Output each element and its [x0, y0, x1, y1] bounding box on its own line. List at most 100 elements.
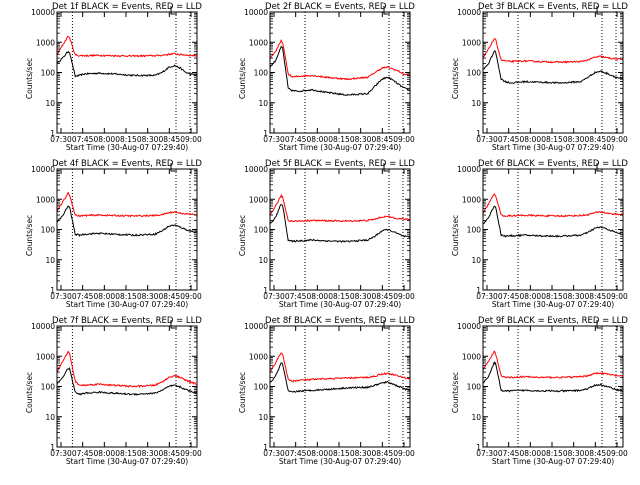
y-tick-label: 1000 — [249, 195, 268, 204]
x-tick-label: 07:45 — [285, 292, 307, 301]
panel-title: Det 6f BLACK = Events, RED = LLD — [478, 159, 628, 169]
y-tick-label: 100 — [254, 226, 269, 235]
panel-4: Det 4f BLACK = Events, RED = LLD 1 10 100 10… — [25, 159, 202, 309]
y-axis-label: Counts/sec — [451, 58, 460, 99]
x-tick-label: 08:00 — [520, 449, 542, 458]
panel-2: Det 2f BLACK = Events, RED = LLD 1 10 100 10… — [238, 2, 415, 152]
series-events-line — [56, 205, 198, 237]
y-tick-label: 10 — [471, 413, 481, 422]
series-lld-line — [269, 193, 411, 223]
y-tick-label: 1000 — [462, 352, 481, 361]
corner-mark — [383, 163, 390, 172]
y-tick-label: 10 — [471, 99, 481, 108]
x-tick-label: 07:45 — [72, 449, 94, 458]
series-lld-line — [269, 352, 411, 383]
y-tick-label: 100 — [467, 226, 482, 235]
panel-title: Det 5f BLACK = Events, RED = LLD — [265, 159, 415, 169]
series-lld-line — [482, 193, 624, 218]
x-axis-label: Start Time (30-Aug-07 07:29:40) — [279, 457, 401, 466]
x-tick-label: 07:30 — [476, 135, 498, 144]
y-tick-label: 1 — [476, 286, 481, 295]
x-tick-label: 08:00 — [307, 135, 329, 144]
y-axis-label: Counts/sec — [25, 372, 34, 413]
series-events-line — [56, 367, 198, 396]
x-tick-label: 08:45 — [159, 449, 181, 458]
x-tick-label: 08:15 — [115, 135, 137, 144]
y-tick-label: 1000 — [36, 195, 55, 204]
y-axis-label: Counts/sec — [451, 215, 460, 256]
y-tick-label: 1000 — [249, 352, 268, 361]
y-tick-label: 1 — [263, 286, 268, 295]
panel-7: Det 7f BLACK = Events, RED = LLD 1 10 100 10… — [25, 316, 202, 466]
y-axis-label: Counts/sec — [238, 58, 247, 99]
x-tick-label: 08:15 — [328, 292, 350, 301]
x-tick-label: 09:00 — [180, 135, 202, 144]
x-tick-label: 07:30 — [50, 292, 72, 301]
y-tick-label: 100 — [467, 383, 482, 392]
y-axis-label: Counts/sec — [25, 215, 34, 256]
y-tick-label: 10000 — [457, 8, 481, 17]
panel-6: Det 6f BLACK = Events, RED = LLD 1 10 100 10… — [451, 159, 628, 309]
panel-title: Det 1f BLACK = Events, RED = LLD — [52, 2, 202, 12]
panel-title: Det 7f BLACK = Events, RED = LLD — [52, 316, 202, 326]
x-tick-label: 08:30 — [137, 135, 159, 144]
x-axis-label: Start Time (30-Aug-07 07:29:40) — [66, 300, 188, 309]
y-axis-label: Counts/sec — [238, 372, 247, 413]
panel-title: Det 8f BLACK = Events, RED = LLD — [265, 316, 415, 326]
x-tick-label: 07:45 — [498, 292, 520, 301]
y-tick-label: 10000 — [457, 322, 481, 331]
x-tick-label: 08:45 — [159, 292, 181, 301]
y-axis-label: Counts/sec — [25, 58, 34, 99]
x-tick-label: 09:00 — [393, 449, 415, 458]
y-tick-label: 1 — [263, 443, 268, 452]
y-axis-label: Counts/sec — [451, 372, 460, 413]
x-tick-label: 07:45 — [498, 449, 520, 458]
panel-title: Det 3f BLACK = Events, RED = LLD — [478, 2, 628, 12]
x-tick-label: 07:30 — [263, 449, 285, 458]
y-tick-label: 1000 — [462, 195, 481, 204]
x-tick-label: 08:15 — [115, 292, 137, 301]
corner-mark — [383, 6, 390, 15]
x-tick-label: 07:30 — [50, 449, 72, 458]
y-tick-label: 10 — [45, 256, 55, 265]
y-tick-label: 1 — [50, 129, 55, 138]
y-tick-label: 1 — [476, 443, 481, 452]
x-axis-label: Start Time (30-Aug-07 07:29:40) — [492, 457, 614, 466]
x-tick-label: 08:00 — [94, 449, 116, 458]
x-tick-label: 07:30 — [263, 292, 285, 301]
series-events-line — [482, 50, 624, 85]
corner-mark — [170, 320, 177, 329]
x-tick-label: 08:30 — [137, 292, 159, 301]
series-lld-line — [482, 350, 624, 380]
x-tick-label: 08:45 — [585, 135, 607, 144]
x-tick-label: 08:15 — [115, 449, 137, 458]
panel-title: Det 4f BLACK = Events, RED = LLD — [52, 159, 202, 169]
x-tick-label: 09:00 — [393, 292, 415, 301]
x-tick-label: 08:45 — [372, 449, 394, 458]
series-events-line — [269, 45, 411, 97]
x-tick-label: 08:45 — [372, 292, 394, 301]
x-tick-label: 08:45 — [159, 135, 181, 144]
x-axis-label: Start Time (30-Aug-07 07:29:40) — [279, 143, 401, 152]
y-tick-label: 1 — [50, 443, 55, 452]
y-tick-label: 1 — [50, 286, 55, 295]
y-tick-label: 100 — [41, 69, 56, 78]
series-lld-line — [56, 191, 198, 218]
x-tick-label: 08:15 — [541, 449, 563, 458]
series-events-line — [269, 203, 411, 243]
x-tick-label: 08:15 — [541, 135, 563, 144]
panel-1: Det 1f BLACK = Events, RED = LLD 1 10 100 10… — [25, 2, 202, 152]
y-tick-label: 1 — [476, 129, 481, 138]
corner-mark — [596, 320, 603, 329]
y-tick-label: 10000 — [244, 165, 268, 174]
series-lld-line — [482, 38, 624, 64]
x-tick-label: 08:00 — [520, 292, 542, 301]
y-tick-label: 10000 — [31, 322, 55, 331]
x-tick-label: 08:45 — [585, 292, 607, 301]
x-tick-label: 08:00 — [307, 449, 329, 458]
x-tick-label: 07:30 — [263, 135, 285, 144]
panel-5: Det 5f BLACK = Events, RED = LLD 1 10 100 10… — [238, 159, 415, 309]
x-tick-label: 08:30 — [350, 449, 372, 458]
y-tick-label: 100 — [254, 383, 269, 392]
